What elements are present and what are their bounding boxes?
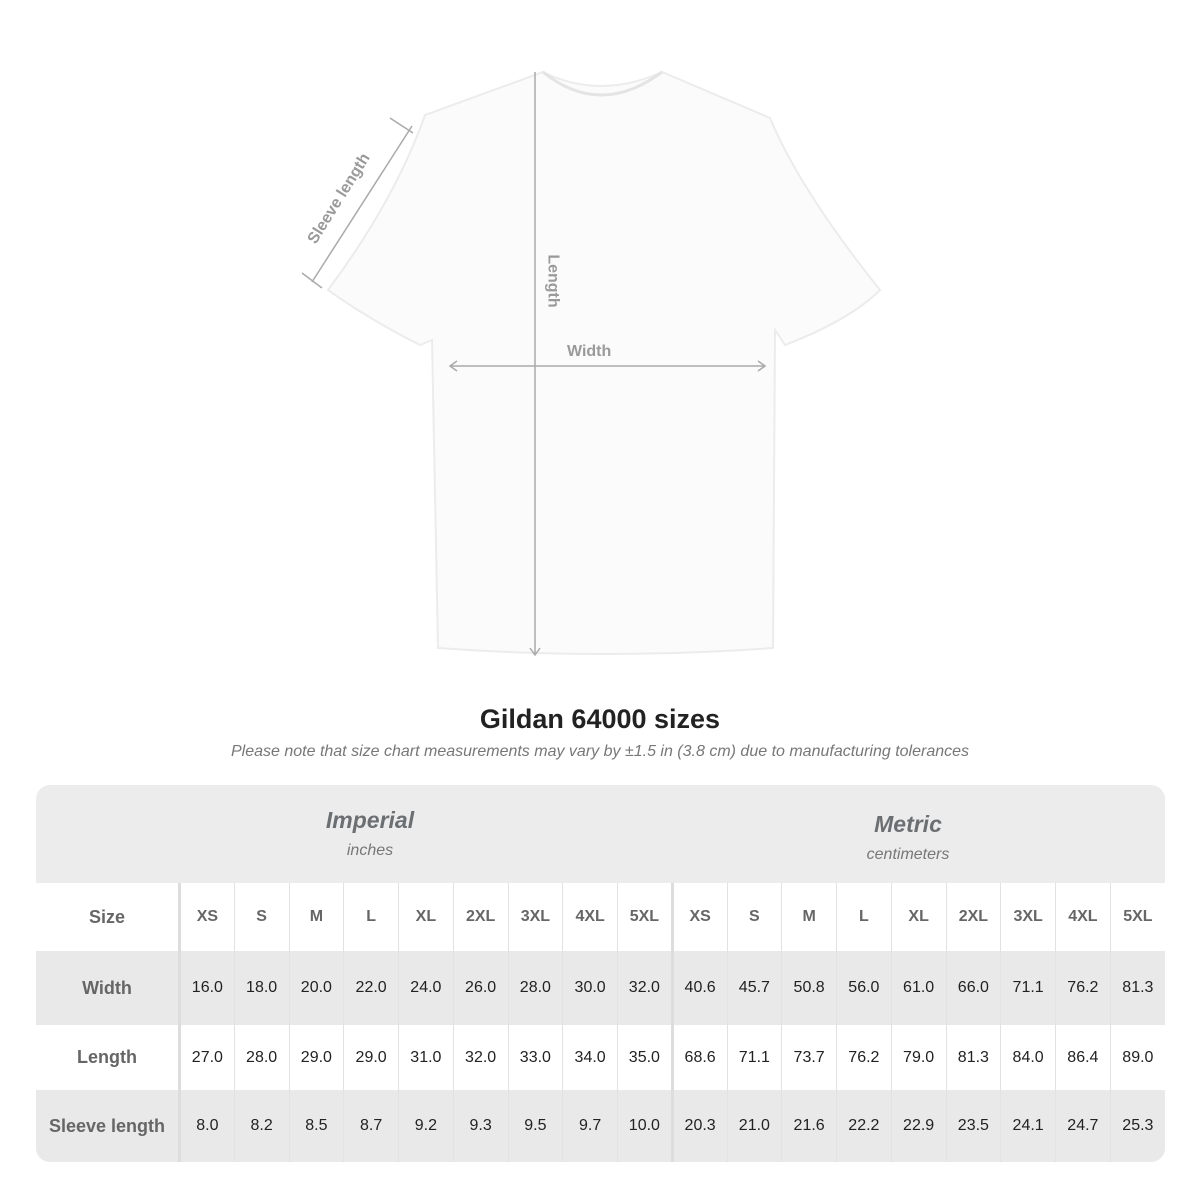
sleeve-length-arrow <box>301 117 414 289</box>
tshirt-collar <box>542 70 663 97</box>
table-header-row: Size XS S M L XL 2XL 3XL 4XL 5XL XS S M L XL 2XL 3XL 4XL 5… <box>36 883 1165 951</box>
metric-size-4XL: 4XL <box>1055 883 1111 951</box>
imperial-value-cell: 9.3 <box>452 1090 508 1162</box>
metric-value-cell: 56.0 <box>836 951 892 1025</box>
table-row: Length 27.0 28.0 29.0 29.0 31.0 32.0 33.0 34.0 35… <box>36 1025 1165 1090</box>
imperial-value-cell: 29.0 <box>288 1025 344 1090</box>
metric-value-cell: 89.0 <box>1109 1025 1165 1090</box>
imperial-value-cell: 9.2 <box>398 1090 454 1162</box>
metric-value-cell: 40.6 <box>670 951 727 1025</box>
imperial-value-cell: 20.0 <box>288 951 344 1025</box>
imperial-value-cell: 24.0 <box>398 951 454 1025</box>
tolerance-note: Please note that size chart measurements… <box>230 743 970 760</box>
metric-size-XS: XS <box>670 883 727 951</box>
imperial-size-4XL: 4XL <box>562 883 618 951</box>
imperial-size-5XL: 5XL <box>617 883 673 951</box>
table-row: Width 16.0 18.0 20.0 22.0 24.0 26.0 28.0 30.0 32.… <box>36 951 1165 1025</box>
metric-value-cell: 24.1 <box>1000 1090 1056 1162</box>
page-title: Gildan 64000 sizes <box>479 704 721 734</box>
metric-value-cell: 66.0 <box>945 951 1001 1025</box>
metric-value-cell: 71.1 <box>726 1025 782 1090</box>
imperial-size-S: S <box>233 883 289 951</box>
metric-value-cell: 76.2 <box>1055 951 1111 1025</box>
row-label: Sleeve length <box>36 1090 181 1162</box>
imperial-value-cell: 8.2 <box>233 1090 289 1162</box>
metric-value-cell: 22.9 <box>890 1090 946 1162</box>
table-row: Sleeve length 8.0 8.2 8.5 8.7 9.2 9.3 9.5 9.7 10.… <box>36 1090 1165 1162</box>
row-label: Width <box>36 951 181 1025</box>
imperial-size-XS: XS <box>179 883 235 951</box>
imperial-value-cell: 18.0 <box>233 951 289 1025</box>
metric-value-cell: 21.0 <box>726 1090 782 1162</box>
size-table: Size XS S M L XL 2XL 3XL 4XL 5XL XS S M L XL 2XL 3XL 4XL 5… <box>36 883 1165 1162</box>
metric-size-3XL: 3XL <box>1000 883 1056 951</box>
tshirt-illustration <box>301 70 882 657</box>
imperial-size-L: L <box>343 883 399 951</box>
metric-size-M: M <box>781 883 837 951</box>
imperial-value-cell: 30.0 <box>562 951 618 1025</box>
imperial-value-cell: 8.5 <box>288 1090 344 1162</box>
imperial-value-cell: 28.0 <box>507 951 563 1025</box>
imperial-value-cell: 33.0 <box>507 1025 563 1090</box>
imperial-title: Imperial <box>325 807 415 833</box>
metric-value-cell: 76.2 <box>836 1025 892 1090</box>
metric-value-cell: 50.8 <box>781 951 837 1025</box>
metric-size-2XL: 2XL <box>945 883 1001 951</box>
size-chart-panel: Imperial inches Metric centimeters Size X… <box>36 785 1165 1162</box>
imperial-value-cell: 9.5 <box>507 1090 563 1162</box>
metric-size-L: L <box>836 883 892 951</box>
metric-value-cell: 86.4 <box>1055 1025 1111 1090</box>
metric-value-cell: 25.3 <box>1109 1090 1165 1162</box>
metric-value-cell: 71.1 <box>1000 951 1056 1025</box>
metric-size-S: S <box>726 883 782 951</box>
metric-value-cell: 21.6 <box>781 1090 837 1162</box>
imperial-size-M: M <box>288 883 344 951</box>
imperial-header: Imperial inches <box>215 807 525 860</box>
metric-title: Metric <box>874 811 942 837</box>
tshirt-shape <box>326 70 882 655</box>
metric-value-cell: 23.5 <box>945 1090 1001 1162</box>
metric-value-cell: 84.0 <box>1000 1025 1056 1090</box>
imperial-value-cell: 26.0 <box>452 951 508 1025</box>
width-arrow <box>448 360 767 372</box>
metric-value-cell: 68.6 <box>670 1025 727 1090</box>
size-header-label: Size <box>36 883 181 951</box>
metric-value-cell: 79.0 <box>890 1025 946 1090</box>
imperial-size-3XL: 3XL <box>507 883 563 951</box>
metric-unit: centimeters <box>866 846 950 863</box>
imperial-value-cell: 27.0 <box>179 1025 235 1090</box>
metric-size-XL: XL <box>890 883 946 951</box>
imperial-value-cell: 32.0 <box>617 951 673 1025</box>
metric-value-cell: 61.0 <box>890 951 946 1025</box>
imperial-value-cell: 32.0 <box>452 1025 508 1090</box>
imperial-value-cell: 8.7 <box>343 1090 399 1162</box>
imperial-value-cell: 22.0 <box>343 951 399 1025</box>
metric-size-5XL: 5XL <box>1109 883 1165 951</box>
length-label: Length <box>544 254 562 308</box>
imperial-value-cell: 31.0 <box>398 1025 454 1090</box>
width-label: Width <box>567 343 612 360</box>
metric-value-cell: 24.7 <box>1055 1090 1111 1162</box>
metric-value-cell: 73.7 <box>781 1025 837 1090</box>
imperial-size-XL: XL <box>398 883 454 951</box>
metric-header: Metric centimeters <box>753 811 1063 864</box>
metric-value-cell: 45.7 <box>726 951 782 1025</box>
row-label: Length <box>36 1025 181 1090</box>
imperial-value-cell: 8.0 <box>179 1090 235 1162</box>
imperial-value-cell: 35.0 <box>617 1025 673 1090</box>
metric-value-cell: 20.3 <box>670 1090 727 1162</box>
metric-value-cell: 81.3 <box>1109 951 1165 1025</box>
metric-value-cell: 22.2 <box>836 1090 892 1162</box>
imperial-value-cell: 34.0 <box>562 1025 618 1090</box>
metric-value-cell: 81.3 <box>945 1025 1001 1090</box>
imperial-value-cell: 16.0 <box>179 951 235 1025</box>
imperial-value-cell: 29.0 <box>343 1025 399 1090</box>
imperial-value-cell: 10.0 <box>617 1090 673 1162</box>
imperial-size-2XL: 2XL <box>452 883 508 951</box>
imperial-unit: inches <box>346 842 394 859</box>
imperial-value-cell: 9.7 <box>562 1090 618 1162</box>
length-arrow <box>529 72 541 657</box>
imperial-value-cell: 28.0 <box>233 1025 289 1090</box>
